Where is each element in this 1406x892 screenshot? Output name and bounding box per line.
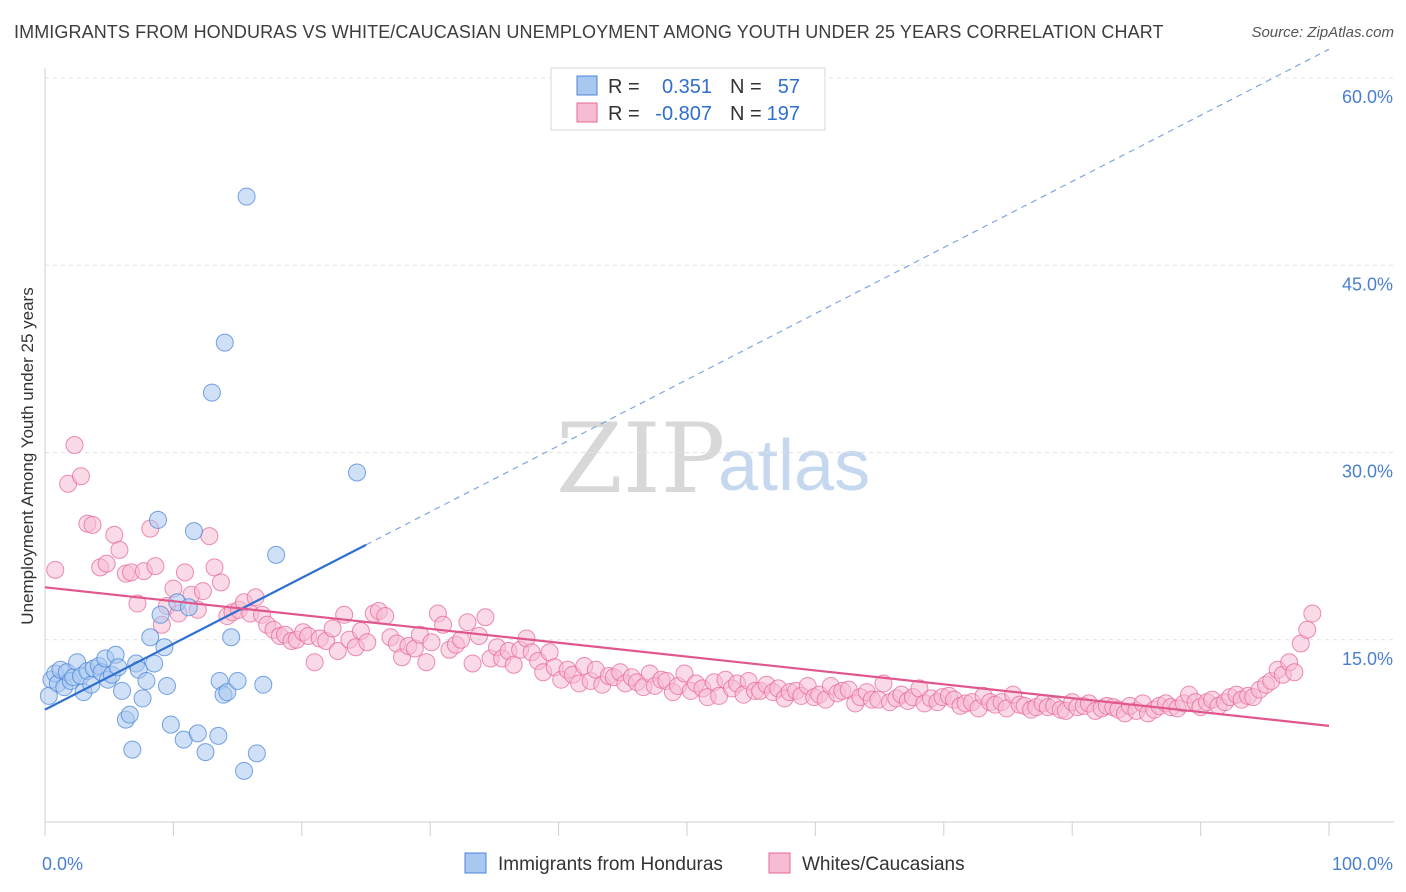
honduras-point-33: [151, 605, 170, 624]
whites-point-212: [1303, 604, 1322, 623]
honduras-point-28: [133, 689, 152, 708]
whites-point-2: [65, 436, 84, 455]
honduras-point-49: [228, 671, 247, 690]
honduras-point-22: [113, 681, 132, 700]
bottom-legend: Immigrants from Honduras Whites/Caucasia…: [464, 852, 965, 875]
trend-lines: [44, 48, 1330, 727]
series-immigrants-honduras: [39, 187, 367, 780]
whites-point-68: [458, 613, 477, 632]
whites-point-82: [540, 643, 559, 662]
whites-point-51: [358, 633, 377, 652]
chart-title: IMMIGRANTS FROM HONDURAS VS WHITE/CAUCAS…: [14, 22, 1164, 42]
y-tick-label-1: 30.0%: [1342, 462, 1393, 482]
whites-point-54: [376, 607, 395, 626]
watermark-atlas: atlas: [718, 426, 870, 506]
whites-point-45: [323, 619, 342, 638]
legend-r-label-pink: R =: [608, 103, 640, 125]
axes: [44, 68, 1394, 836]
whites-point-23: [193, 582, 212, 601]
honduras-point-56: [348, 463, 367, 482]
honduras-point-48: [222, 628, 241, 647]
y-tick-label-3: 60.0%: [1342, 87, 1393, 107]
honduras-point-42: [196, 743, 215, 762]
x-tick-label-max: 100.0%: [1332, 854, 1393, 874]
honduras-point-24: [120, 705, 139, 724]
x-tick-label-min: 0.0%: [42, 854, 83, 874]
honduras-point-32: [148, 510, 167, 529]
trend-line-honduras: [44, 543, 367, 711]
whites-point-5: [83, 515, 102, 534]
whites-point-8: [105, 525, 124, 544]
source-label: Source: ZipAtlas.com: [1251, 24, 1394, 41]
legend-box: R = 0.351 N = 57 R = -0.807 N = 197: [550, 67, 826, 131]
honduras-point-25: [123, 740, 142, 759]
whites-point-61: [417, 653, 436, 672]
legend-r-value-blue: 0.351: [662, 76, 712, 98]
y-tick-label-0: 15.0%: [1342, 649, 1393, 669]
whites-point-211: [1298, 620, 1317, 639]
legend-n-label-pink: N =: [730, 103, 762, 125]
honduras-point-52: [254, 675, 273, 694]
whites-point-42: [305, 653, 324, 672]
honduras-point-31: [145, 654, 164, 673]
legend-n-value-blue: 57: [778, 76, 800, 98]
whites-point-46: [328, 641, 347, 660]
whites-point-9: [110, 540, 129, 559]
bottom-legend-swatch-blue: [464, 852, 487, 874]
legend-r-label-blue: R =: [608, 76, 640, 98]
whites-point-3: [71, 467, 90, 486]
honduras-point-50: [235, 761, 254, 780]
honduras-point-43: [202, 383, 221, 402]
whites-point-12: [128, 594, 147, 613]
legend-n-value-pink: 197: [767, 103, 800, 125]
legend-n-label-blue: N =: [730, 76, 762, 98]
honduras-point-40: [184, 522, 203, 541]
y-tick-label-2: 45.0%: [1342, 274, 1393, 294]
gridlines: [45, 77, 1394, 641]
legend-swatch-pink: [576, 102, 598, 123]
honduras-point-54: [215, 333, 234, 352]
honduras-point-35: [157, 676, 176, 695]
whites-point-26: [211, 573, 230, 592]
honduras-point-30: [141, 628, 160, 647]
whites-point-105: [675, 664, 694, 683]
bottom-legend-label-pink: Whites/Caucasians: [802, 854, 965, 875]
bottom-legend-label-blue: Immigrants from Honduras: [498, 854, 723, 875]
honduras-point-53: [267, 545, 286, 564]
trend-line-honduras-extension: [365, 48, 1330, 546]
y-tick-labels: 15.0% 30.0% 45.0% 60.0%: [1342, 87, 1393, 669]
legend-swatch-blue: [576, 75, 598, 96]
whites-point-25: [205, 558, 224, 577]
whites-point-209: [1285, 663, 1304, 682]
whites-point-20: [175, 563, 194, 582]
honduras-point-29: [137, 671, 156, 690]
honduras-point-55: [237, 187, 256, 206]
whites-point-62: [422, 633, 441, 652]
honduras-point-41: [188, 724, 207, 743]
legend-r-value-pink: -0.807: [655, 103, 712, 125]
whites-point-76: [504, 655, 523, 674]
honduras-point-47: [218, 683, 237, 702]
trend-line-whites: [44, 586, 1330, 727]
bottom-legend-swatch-pink: [768, 852, 791, 874]
honduras-point-44: [209, 726, 228, 745]
whites-point-69: [463, 654, 482, 673]
whites-point-71: [476, 608, 495, 627]
whites-point-24: [200, 527, 219, 546]
honduras-point-36: [161, 715, 180, 734]
watermark-zip: ZIP: [556, 403, 725, 515]
whites-point-0: [46, 560, 65, 579]
honduras-point-51: [247, 744, 266, 763]
whites-point-70: [469, 627, 488, 646]
whites-point-7: [97, 554, 116, 573]
y-axis-label: Unemployment Among Youth under 25 years: [18, 287, 37, 624]
whites-point-15: [146, 557, 165, 576]
